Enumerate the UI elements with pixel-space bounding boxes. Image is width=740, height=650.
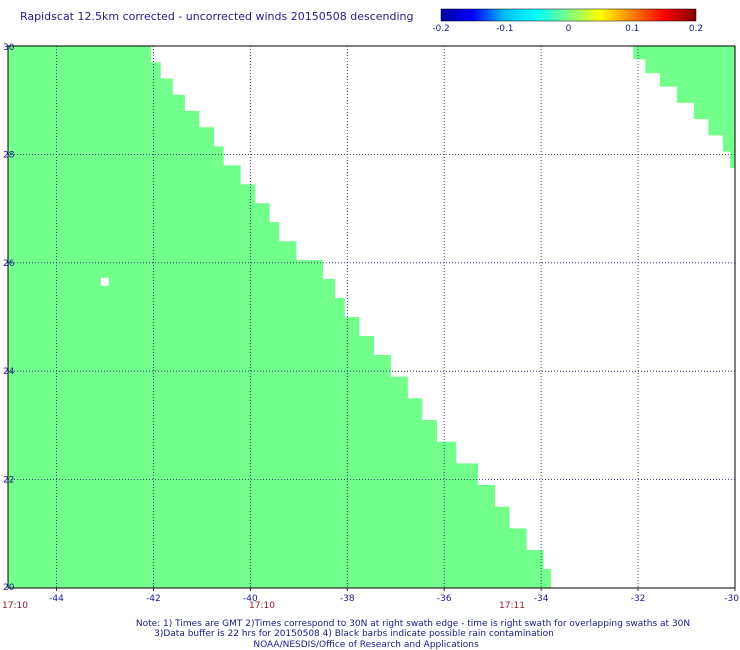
time-labels: 17:10 17:10 17:11 xyxy=(2,601,525,611)
colorbar-ticks: -0.2 -0.1 0 0.1 0.2 xyxy=(432,24,703,34)
x-tick-label: -36 xyxy=(437,594,452,604)
x-axis-ticks: -44 -42 -40 -38 -36 -34 -32 -30 xyxy=(49,588,739,604)
y-tick-label: 28 xyxy=(3,150,15,160)
note-line-2: 3)Data buffer is 22 hrs for 20150508 4) … xyxy=(154,629,554,639)
note-line-1: Note: 1) Times are GMT 2)Times correspon… xyxy=(136,619,690,629)
y-tick-label: 26 xyxy=(3,259,15,269)
x-tick-label: -38 xyxy=(340,594,355,604)
colorbar-tick-label: -0.2 xyxy=(432,24,450,34)
x-tick-label: -42 xyxy=(146,594,161,604)
x-tick-label: -32 xyxy=(631,594,646,604)
missing-cells xyxy=(100,277,109,286)
y-tick-label: 24 xyxy=(3,367,15,377)
swath-secondary xyxy=(633,46,735,168)
time-label: 17:10 xyxy=(249,601,275,611)
y-tick-label: 30 xyxy=(3,43,15,53)
time-label: 17:10 xyxy=(2,601,28,611)
time-label: 17:11 xyxy=(499,601,525,611)
colorbar-bar xyxy=(440,8,697,22)
x-tick-label: -44 xyxy=(49,594,64,604)
x-tick-label: -40 xyxy=(243,594,258,604)
missing-cell xyxy=(100,277,109,286)
y-axis-ticks: 30 28 26 24 22 20 xyxy=(3,43,15,593)
x-tick-label: -30 xyxy=(724,594,739,604)
colorbar-tick-label: 0 xyxy=(566,24,572,34)
y-tick-label: 22 xyxy=(3,476,14,486)
chart-title: Rapidscat 12.5km corrected - uncorrected… xyxy=(20,10,413,23)
colorbar-tick-label: -0.1 xyxy=(496,24,514,34)
colorbar: -0.2 -0.1 0 0.1 0.2 xyxy=(432,8,703,34)
x-tick-label: -34 xyxy=(534,594,549,604)
plot-frame xyxy=(7,45,736,589)
swath-main xyxy=(8,46,556,588)
note-line-3: NOAA/NESDIS/Office of Research and Appli… xyxy=(253,640,479,650)
colorbar-tick-label: 0.2 xyxy=(689,24,703,34)
grid-lines xyxy=(8,46,735,588)
y-tick-label: 20 xyxy=(3,583,15,593)
colorbar-tick-label: 0.1 xyxy=(625,24,639,34)
